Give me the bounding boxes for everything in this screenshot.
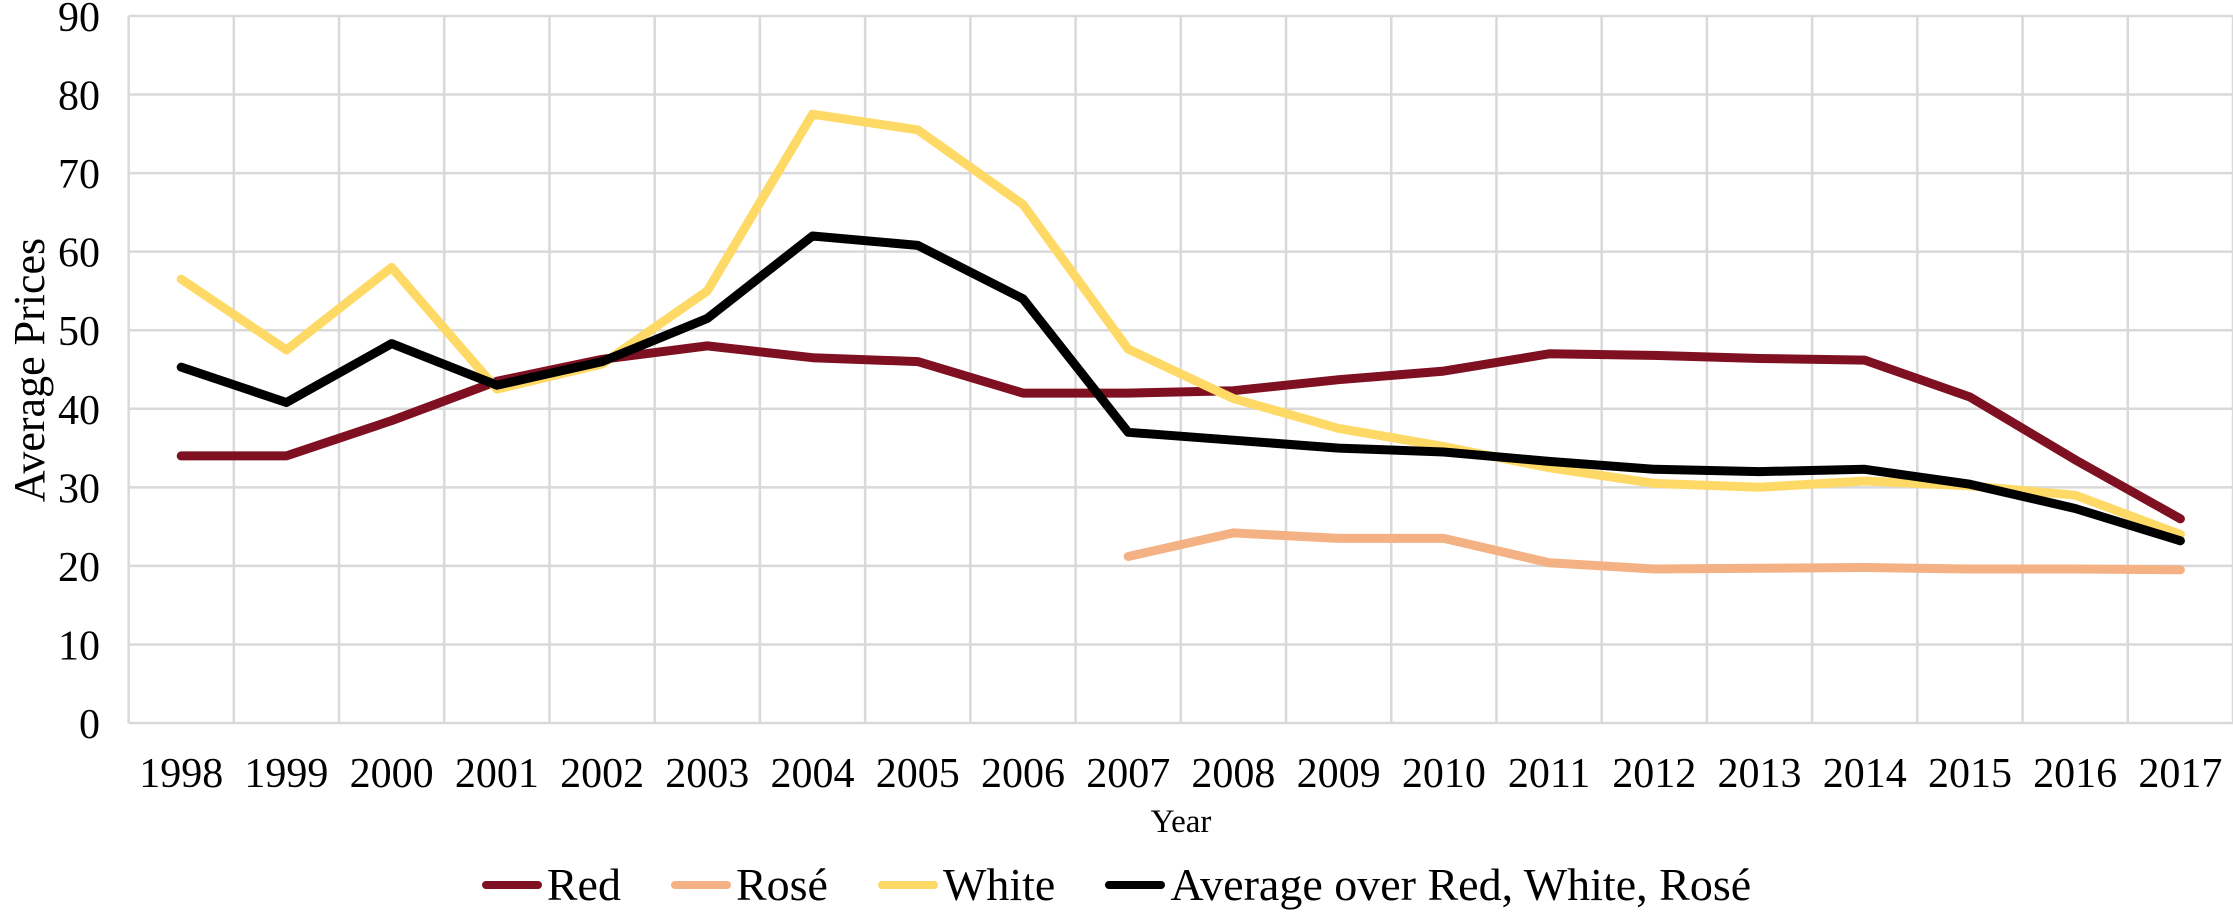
y-tick-label-60: 60 <box>58 231 100 277</box>
legend-label-red: Red <box>546 859 621 910</box>
series-line-average-over-red-white-ros <box>176 231 2185 546</box>
legend-item-average-over-red-white-ros: Average over Red, White, Rosé <box>1105 853 1751 917</box>
x-tick-label-2008: 2008 <box>1191 751 1275 797</box>
x-tick-label-2011: 2011 <box>1508 751 1590 797</box>
x-tick-label-2004: 2004 <box>771 751 855 797</box>
legend-swatch-average-over-red-white-ros <box>1105 881 1166 889</box>
legend-label-white: White <box>942 859 1056 910</box>
x-tick-label-2000: 2000 <box>350 751 434 797</box>
legend-swatch-red <box>481 881 542 889</box>
x-tick-label-2002: 2002 <box>560 751 644 797</box>
x-tick-label-2013: 2013 <box>1718 751 1802 797</box>
x-tick-label-2012: 2012 <box>1612 751 1696 797</box>
x-tick-label-1998: 1998 <box>139 751 223 797</box>
y-tick-label-30: 30 <box>58 466 100 512</box>
x-tick-label-2001: 2001 <box>455 751 539 797</box>
y-tick-label-70: 70 <box>58 152 100 198</box>
x-tick-label-1999: 1999 <box>244 751 328 797</box>
legend-item-ros: Rosé <box>670 853 828 917</box>
legend-item-white: White <box>877 853 1056 917</box>
x-axis-title: Year <box>1151 804 1212 840</box>
legend-label-ros: Rosé <box>735 859 828 910</box>
x-tick-label-2010: 2010 <box>1402 751 1486 797</box>
x-tick-label-2005: 2005 <box>876 751 960 797</box>
x-tick-label-2017: 2017 <box>2138 751 2222 797</box>
y-tick-label-50: 50 <box>58 309 100 355</box>
x-axis-tick-labels: 1998 1999 2000 2001 2002 2003 2004 2005 2006 2007… <box>139 751 2222 797</box>
legend-label-average-over-red-white-ros: Average over Red, White, Rosé <box>1170 859 1752 910</box>
y-tick-label-20: 20 <box>58 545 100 591</box>
x-tick-label-2007: 2007 <box>1086 751 1170 797</box>
x-tick-label-2003: 2003 <box>665 751 749 797</box>
y-tick-label-90: 90 <box>58 0 100 41</box>
y-tick-label-10: 10 <box>58 623 100 669</box>
chart-legend: Red Rosé White Average over Red, White, Ros… <box>0 853 2233 917</box>
legend-swatch-white <box>877 881 938 889</box>
y-axis-title: Average Prices <box>5 238 54 502</box>
x-tick-label-2009: 2009 <box>1297 751 1381 797</box>
data-series-lines <box>176 109 2185 575</box>
y-tick-label-0: 0 <box>79 702 100 748</box>
legend-swatch-ros <box>670 881 731 889</box>
series-line-ros <box>1123 528 2185 575</box>
x-tick-label-2016: 2016 <box>2033 751 2117 797</box>
x-tick-label-2006: 2006 <box>981 751 1065 797</box>
legend-item-red: Red <box>481 853 621 917</box>
x-tick-label-2015: 2015 <box>1928 751 2012 797</box>
y-tick-label-80: 80 <box>58 74 100 120</box>
x-tick-label-2014: 2014 <box>1823 751 1907 797</box>
y-tick-label-40: 40 <box>58 388 100 434</box>
y-axis-tick-labels: 0 10 20 30 40 50 60 70 80 90 <box>58 0 100 748</box>
